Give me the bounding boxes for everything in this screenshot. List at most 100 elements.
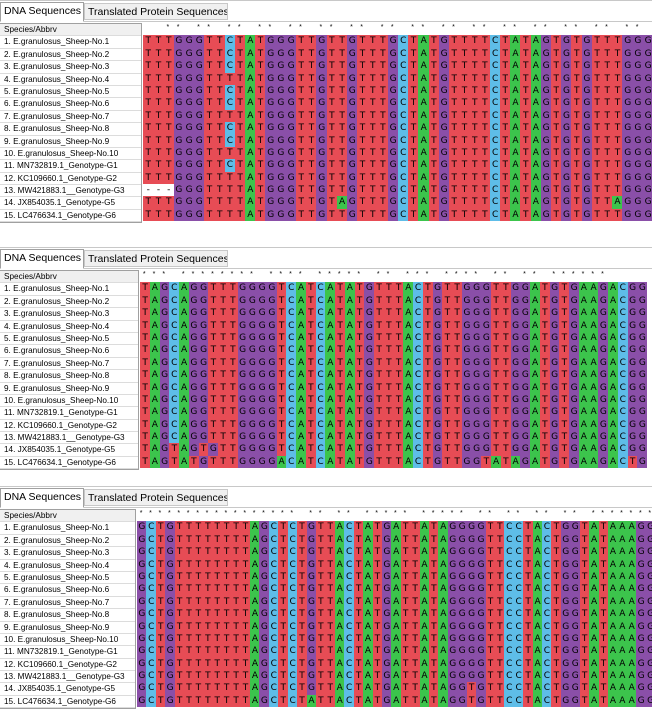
nucleotide-G[interactable]: G xyxy=(569,431,580,444)
nucleotide-G[interactable]: G xyxy=(549,381,560,394)
nucleotide-T[interactable]: T xyxy=(428,208,440,222)
nucleotide-T[interactable]: T xyxy=(551,47,562,61)
nucleotide-G[interactable]: G xyxy=(198,294,209,308)
nucleotide-C[interactable]: C xyxy=(344,546,355,559)
nucleotide-C[interactable]: C xyxy=(489,84,501,98)
nucleotide-G[interactable]: G xyxy=(561,146,572,160)
nucleotide-G[interactable]: G xyxy=(540,146,552,160)
nucleotide-G[interactable]: G xyxy=(237,282,248,295)
nucleotide-A[interactable]: A xyxy=(363,620,373,633)
nucleotide-T[interactable]: T xyxy=(500,443,511,456)
nucleotide-A[interactable]: A xyxy=(617,521,628,534)
nucleotide-T[interactable]: T xyxy=(452,406,463,419)
nucleotide-A[interactable]: A xyxy=(363,533,373,547)
nucleotide-G[interactable]: G xyxy=(159,393,170,407)
nucleotide-G[interactable]: G xyxy=(259,583,270,596)
nucleotide-T[interactable]: T xyxy=(315,694,326,708)
nucleotide-T[interactable]: T xyxy=(193,558,204,571)
nucleotide-C[interactable]: C xyxy=(287,620,298,633)
nucleotide-G[interactable]: G xyxy=(275,84,287,98)
nucleotide-C[interactable]: C xyxy=(286,356,297,370)
nucleotide-A[interactable]: A xyxy=(403,406,414,419)
nucleotide-G[interactable]: G xyxy=(636,546,647,559)
nucleotide-C[interactable]: C xyxy=(224,97,236,110)
nucleotide-C[interactable]: C xyxy=(268,632,279,646)
nucleotide-T[interactable]: T xyxy=(231,657,241,671)
nucleotide-T[interactable]: T xyxy=(227,319,238,332)
nucleotide-C[interactable]: C xyxy=(315,406,326,419)
nucleotide-G[interactable]: G xyxy=(466,608,477,621)
nucleotide-T[interactable]: T xyxy=(494,657,505,671)
nucleotide-T[interactable]: T xyxy=(469,196,480,209)
nucleotide-G[interactable]: G xyxy=(165,595,176,609)
nucleotide-T[interactable]: T xyxy=(479,122,491,135)
nucleotide-T[interactable]: T xyxy=(500,159,511,172)
nucleotide-G[interactable]: G xyxy=(540,196,552,209)
species-name[interactable]: 4. E.granulosus_Sheep-No.4 xyxy=(0,74,141,86)
nucleotide-T[interactable]: T xyxy=(539,331,550,345)
nucleotide-A[interactable]: A xyxy=(296,431,307,444)
nucleotide-T[interactable]: T xyxy=(193,682,204,695)
nucleotide-T[interactable]: T xyxy=(202,570,213,584)
nucleotide-C[interactable]: C xyxy=(146,632,157,646)
nucleotide-T[interactable]: T xyxy=(500,97,511,110)
nucleotide-T[interactable]: T xyxy=(231,620,241,633)
nucleotide-T[interactable]: T xyxy=(459,109,470,123)
nucleotide-T[interactable]: T xyxy=(155,583,166,596)
nucleotide-A[interactable]: A xyxy=(419,521,430,534)
nucleotide-T[interactable]: T xyxy=(204,134,215,147)
nucleotide-C[interactable]: C xyxy=(268,670,279,683)
nucleotide-T[interactable]: T xyxy=(306,97,317,110)
nucleotide-T[interactable]: T xyxy=(326,60,338,73)
nucleotide-A[interactable]: A xyxy=(391,595,402,609)
nucleotide-T[interactable]: T xyxy=(591,146,603,160)
nucleotide-C[interactable]: C xyxy=(398,35,409,48)
nucleotide-C[interactable]: C xyxy=(268,546,279,559)
nucleotide-T[interactable]: T xyxy=(598,595,609,609)
nucleotide-A[interactable]: A xyxy=(325,381,336,394)
nucleotide-G[interactable]: G xyxy=(137,632,147,646)
nucleotide-T[interactable]: T xyxy=(400,521,411,534)
nucleotide-T[interactable]: T xyxy=(469,171,480,185)
nucleotide-T[interactable]: T xyxy=(500,319,511,332)
nucleotide-T[interactable]: T xyxy=(571,159,582,172)
nucleotide-T[interactable]: T xyxy=(383,331,394,345)
nucleotide-G[interactable]: G xyxy=(159,344,170,357)
nucleotide-T[interactable]: T xyxy=(598,670,609,683)
nucleotide-C[interactable]: C xyxy=(504,632,515,646)
nucleotide-T[interactable]: T xyxy=(353,608,364,621)
nucleotide-A[interactable]: A xyxy=(626,521,637,534)
nucleotide-T[interactable]: T xyxy=(459,159,470,172)
nucleotide-G[interactable]: G xyxy=(198,282,209,295)
nucleotide-C[interactable]: C xyxy=(542,608,552,621)
nucleotide-T[interactable]: T xyxy=(523,670,534,683)
nucleotide-T[interactable]: T xyxy=(335,431,346,444)
nucleotide-T[interactable]: T xyxy=(602,184,613,197)
nucleotide-C[interactable]: C xyxy=(287,583,298,596)
nucleotide-T[interactable]: T xyxy=(174,645,185,658)
nucleotide-G[interactable]: G xyxy=(471,344,482,357)
nucleotide-G[interactable]: G xyxy=(637,393,648,407)
nucleotide-T[interactable]: T xyxy=(571,47,582,61)
nucleotide-G[interactable]: G xyxy=(471,356,482,370)
nucleotide-G[interactable]: G xyxy=(198,369,209,382)
nucleotide-T[interactable]: T xyxy=(571,196,582,209)
nucleotide-A[interactable]: A xyxy=(363,583,373,596)
nucleotide-T[interactable]: T xyxy=(297,583,307,596)
nucleotide-G[interactable]: G xyxy=(188,294,199,308)
nucleotide-A[interactable]: A xyxy=(179,443,190,456)
nucleotide-C[interactable]: C xyxy=(413,393,424,407)
tab-dna-sequences[interactable]: DNA Sequences xyxy=(0,2,84,22)
nucleotide-G[interactable]: G xyxy=(632,134,644,147)
nucleotide-G[interactable]: G xyxy=(364,443,375,456)
nucleotide-T[interactable]: T xyxy=(163,196,174,209)
nucleotide-T[interactable]: T xyxy=(155,670,166,683)
nucleotide-T[interactable]: T xyxy=(469,159,480,172)
nucleotide-T[interactable]: T xyxy=(202,546,213,559)
nucleotide-G[interactable]: G xyxy=(257,455,268,469)
nucleotide-T[interactable]: T xyxy=(598,632,609,646)
nucleotide-C[interactable]: C xyxy=(169,319,180,332)
nucleotide-T[interactable]: T xyxy=(315,620,326,633)
nucleotide-A[interactable]: A xyxy=(336,196,348,209)
nucleotide-G[interactable]: G xyxy=(364,319,375,332)
